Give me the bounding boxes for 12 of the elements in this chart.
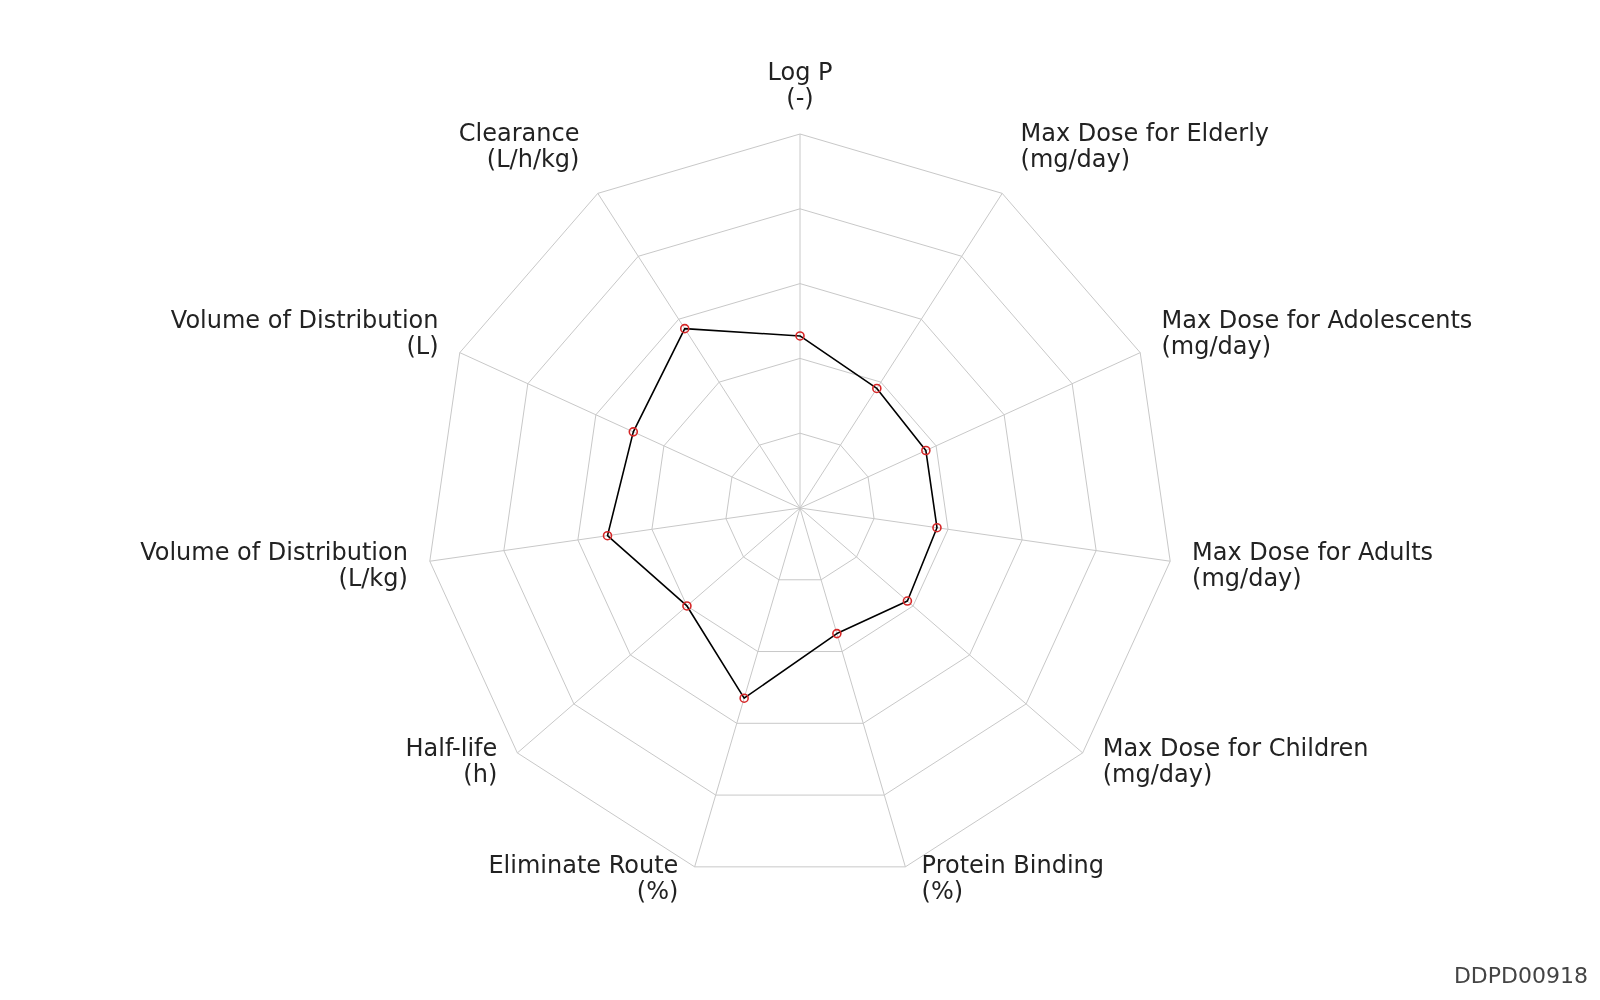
spoke-label: Max Dose for Adolescents (mg/day) [1161,305,1473,360]
spoke-label: Max Dose for Children (mg/day) [1102,734,1369,789]
spoke-label: Max Dose for Elderly (mg/day) [1020,118,1270,173]
spoke-label: Clearance (L/h/kg) [458,118,580,173]
spoke-label: Eliminate Route (%) [488,850,679,905]
spoke-label: Max Dose for Adults (mg/day) [1192,538,1434,593]
spoke-label: Half-life (h) [405,734,498,789]
text: DDPD00918 [1453,963,1588,988]
spoke-label: Log P (-) [767,58,833,112]
spoke-label: Protein Binding (%) [921,850,1105,905]
spoke-label: Volume of Distribution (L/kg) [140,538,408,593]
spoke-label: Volume of Distribution (L) [170,305,439,360]
